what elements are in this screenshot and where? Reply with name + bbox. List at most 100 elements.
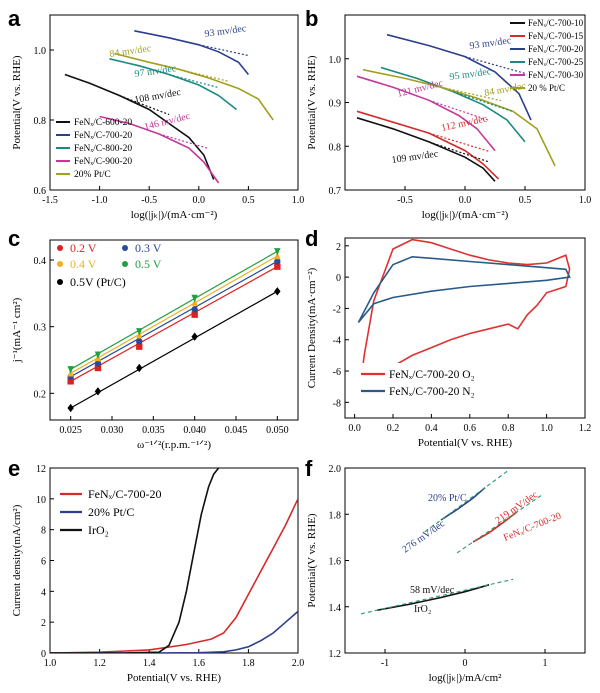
legend-label-c: 0.5V (Pt/C) xyxy=(70,275,126,289)
fit-line-c xyxy=(70,290,278,409)
tafel-fit-line-b xyxy=(428,132,490,152)
legend-label-e: 20% Pt/C xyxy=(88,505,134,519)
legend-marker-c xyxy=(57,245,63,251)
legend-label-d: FeNₓ/C-700-20 O₂ xyxy=(389,369,475,381)
x-tick-label-e: 1.0 xyxy=(44,658,57,669)
y-tick-label-c: 0.3 xyxy=(34,323,47,334)
series-line-b xyxy=(386,33,532,121)
x-axis-label-d: Potential(V vs. RHE) xyxy=(418,437,513,449)
data-point xyxy=(136,338,143,345)
x-tick-label-e: 2.0 xyxy=(292,658,305,669)
series-line-e xyxy=(50,468,220,653)
x-tick-label-b: 0.0 xyxy=(459,195,472,206)
series-line-a xyxy=(99,115,220,184)
y-tick-label-f: 1.4 xyxy=(329,603,342,614)
series-line-a xyxy=(109,58,237,111)
legend-label-b: FeNₓ/C-700-15 xyxy=(528,31,584,41)
x-tick-label-c: 0.030 xyxy=(101,425,124,436)
x-tick-label-d: 0.4 xyxy=(425,423,438,434)
legend-label-b: FeNₓ/C-700-20 xyxy=(528,44,584,54)
tafel-fit-line-a xyxy=(168,73,219,89)
x-axis-label-a: log(|jₖ|)/(mA·cm⁻²) xyxy=(131,209,218,221)
y-tick-label-d: 2 xyxy=(336,242,341,253)
x-tick-label-a: 0.5 xyxy=(242,195,255,206)
annotation-a: 93 mv/dec xyxy=(204,23,248,40)
x-tick-label-b: 1.0 xyxy=(579,195,592,206)
legend-label-a: FeNₓ/C-900-20 xyxy=(74,157,132,167)
legend-label-a: FeNₓ/C-600-20 xyxy=(74,118,132,128)
legend-label-e: FeNₓ/C-700-20 xyxy=(88,487,161,501)
data-point xyxy=(67,378,74,385)
x-tick-label-d: 0.2 xyxy=(387,423,400,434)
tafel-fit-line-b xyxy=(428,141,490,163)
data-point xyxy=(136,328,143,336)
data-point xyxy=(94,387,102,396)
data-point xyxy=(191,306,198,313)
legend-label-a: FeNₓ/C-700-20 xyxy=(74,131,132,141)
y-axis-label-d: Current Density(mA·cm⁻²) xyxy=(306,267,318,388)
fit-line-c xyxy=(70,260,278,378)
legend-marker-c xyxy=(122,261,128,267)
x-axis-label-f: log(|jₖ|)/mA/cm² xyxy=(429,672,503,684)
legend-label-b: 20 % Pt/C xyxy=(528,83,565,93)
series-line-b xyxy=(356,117,496,182)
legend-marker-c xyxy=(57,261,63,267)
y-tick-label-a: 1.0 xyxy=(34,46,47,57)
y-tick-label-c: 0.2 xyxy=(34,389,47,400)
data-point xyxy=(94,360,102,367)
y-tick-label-c: 0.4 xyxy=(34,256,47,267)
data-point xyxy=(274,248,281,256)
y-tick-label-f: 1.6 xyxy=(329,557,342,568)
fit-line-c xyxy=(70,266,278,382)
series-line-f xyxy=(376,584,490,611)
x-tick-label-b: -0.5 xyxy=(397,195,413,206)
tafel-fit-line-b xyxy=(452,90,514,113)
tafel-fit-line-b xyxy=(428,99,490,121)
y-tick-label-d: -2 xyxy=(333,304,341,315)
y-tick-label-d: -6 xyxy=(333,367,341,378)
annotation-f: IrO₂ xyxy=(414,604,431,615)
y-tick-label-a: 0.6 xyxy=(34,186,47,197)
tafel-fit-line-f xyxy=(456,495,542,554)
y-tick-label-d: -4 xyxy=(333,336,341,347)
legend-label-b: FeNₓ/C-700-25 xyxy=(528,57,584,67)
data-point xyxy=(274,258,281,265)
legend-label-c: 0.5 V xyxy=(135,257,162,271)
legend-label-b: FeNₓ/C-700-10 xyxy=(528,18,584,28)
tafel-fit-line-a xyxy=(178,68,229,82)
x-tick-label-a: 1.0 xyxy=(292,195,305,206)
panel-letter-a: a xyxy=(8,6,21,31)
legend-label-c: 0.4 V xyxy=(70,257,97,271)
y-tick-label-e: 6 xyxy=(41,557,46,568)
series-line-e xyxy=(50,498,298,653)
annotation-a: 108 mv/dec xyxy=(134,87,183,106)
y-tick-label-d: 0 xyxy=(336,273,341,284)
y-tick-label-f: 1.8 xyxy=(329,510,342,521)
plot-frame-d xyxy=(344,237,586,419)
x-axis-label-b: log(|jₖ|)/(mA·cm⁻²) xyxy=(422,209,509,221)
data-point xyxy=(67,366,74,374)
data-point xyxy=(274,263,281,270)
tafel-fit-line-f xyxy=(360,578,514,615)
series-line-e xyxy=(50,610,298,653)
data-point xyxy=(191,332,198,341)
x-tick-label-f: 1 xyxy=(543,658,548,669)
x-tick-label-d: 0.8 xyxy=(502,423,515,434)
x-tick-label-a: 0.0 xyxy=(193,195,206,206)
legend-marker-c xyxy=(57,279,63,285)
legend-label-a: 20% Pt/C xyxy=(74,170,111,180)
tafel-fit-line-a xyxy=(119,94,170,116)
data-point xyxy=(136,343,143,350)
fit-line-c xyxy=(70,250,278,370)
plot-frame-c xyxy=(49,239,299,421)
x-tick-label-c: 0.035 xyxy=(142,425,165,436)
legend-label-e: IrO₂ xyxy=(88,523,109,537)
legend-box-d xyxy=(357,363,577,405)
legend-marker-c xyxy=(122,245,128,251)
y-tick-label-e: 8 xyxy=(41,526,46,537)
series-line-a xyxy=(114,52,274,121)
panel-letter-d: d xyxy=(305,226,318,251)
y-axis-label-b: Potential(V vs. RHE) xyxy=(306,55,318,150)
panel-letter-e: e xyxy=(8,456,20,481)
